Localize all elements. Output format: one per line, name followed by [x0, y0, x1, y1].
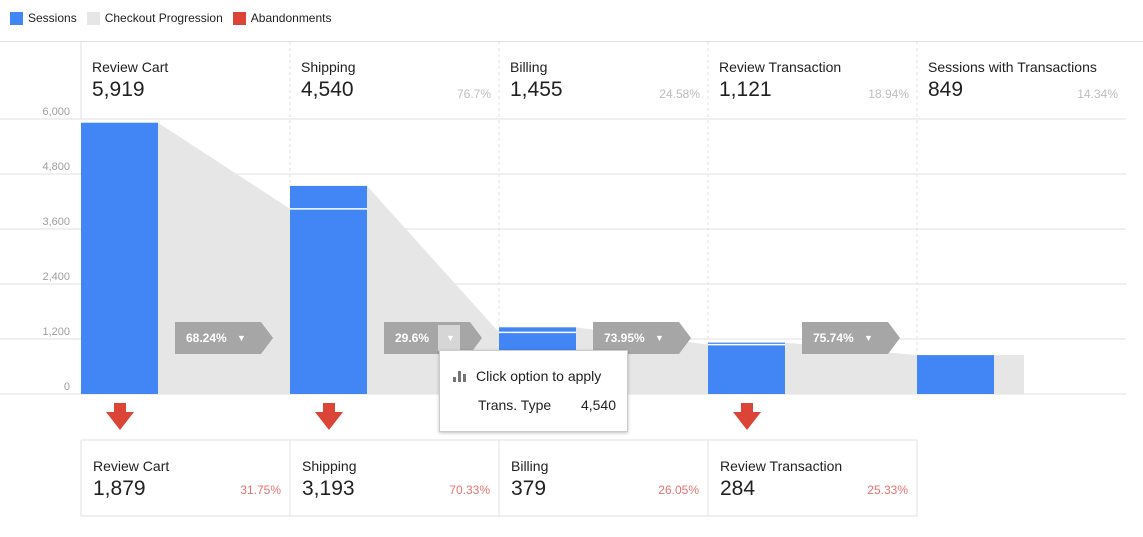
y-tick-label: 3,600: [42, 216, 70, 228]
stage-value: 4,540: [301, 78, 354, 101]
legend-swatch-sessions: [10, 11, 23, 25]
abandonment-value: 3,193: [302, 477, 355, 500]
legend-item-sessions[interactable]: Sessions: [10, 11, 77, 25]
abandonment-label: Review Transaction: [720, 458, 843, 474]
tooltip-option-key[interactable]: Trans. Type: [478, 397, 552, 413]
progression-rate: 75.74%: [813, 331, 854, 345]
progression-area: [785, 342, 917, 394]
abandonment-billing: Billing 379 26.05%: [511, 457, 699, 502]
abandonment-label: Billing: [511, 458, 549, 474]
dropdown-caret-icon[interactable]: ▼: [655, 333, 664, 343]
abandonment-arrow-icon: [106, 403, 134, 430]
sessions-bar: [708, 342, 785, 394]
y-tick-label: 1,200: [42, 326, 70, 338]
abandonment-pct: 70.33%: [449, 483, 490, 497]
stage-pct: 76.7%: [456, 87, 491, 101]
stage-sessions-with-transactions: Sessions with Transactions 849 14.34%: [928, 58, 1128, 103]
dropdown-caret-icon[interactable]: ▼: [446, 333, 455, 343]
stage-label: Review Transaction: [719, 59, 842, 75]
sessions-bar: [917, 355, 994, 394]
legend-swatch-abandonments: [232, 11, 246, 25]
progression-rate: 29.6%: [395, 331, 430, 345]
legend-item-abandonments[interactable]: Abandonments: [232, 11, 332, 25]
y-tick-label: 4,800: [42, 161, 70, 173]
y-tick-label: 0: [63, 381, 70, 393]
abandonment-review-cart: Review Cart 1,879 31.75%: [93, 457, 281, 502]
progression-area: [994, 355, 1024, 394]
abandonment-value: 1,879: [93, 477, 146, 500]
bar-chart-icon: [453, 370, 466, 382]
stage-shipping: Shipping 4,540 76.7%: [301, 58, 501, 103]
abandonment-pct: 31.75%: [240, 483, 281, 497]
legend-item-checkout-progression[interactable]: Checkout Progression: [86, 11, 223, 25]
abandonment-pct: 25.33%: [867, 483, 908, 497]
tooltip: Click option to apply Trans. Type 4,540: [439, 350, 628, 432]
stage-label: Sessions with Transactions: [928, 59, 1097, 75]
tooltip-option-value: 4,540: [580, 397, 616, 413]
sessions-bar: [290, 185, 367, 394]
dropdown-caret-icon[interactable]: ▼: [237, 333, 246, 343]
abandonment-label: Shipping: [302, 458, 357, 474]
progression-arrow: [175, 322, 273, 354]
legend-label-abandonments: Abandonments: [250, 11, 332, 25]
stage-value: 849: [928, 78, 964, 101]
progression-arrow: [802, 322, 900, 354]
stage-review-cart: Review Cart 5,919: [92, 58, 292, 103]
dropdown-caret-icon[interactable]: ▼: [864, 333, 873, 343]
abandonment-arrow-icon: [315, 403, 343, 430]
tooltip-header[interactable]: Click option to apply: [453, 368, 601, 384]
stage-label: Shipping: [301, 59, 356, 75]
stage-pct: 24.58%: [659, 87, 700, 101]
progression-rate: 68.24%: [186, 331, 227, 345]
stage-value: 1,455: [510, 78, 563, 101]
stage-value: 5,919: [92, 78, 145, 101]
progression-arrow: [593, 322, 691, 354]
stage-label: Billing: [510, 59, 548, 75]
stage-value: 1,121: [719, 78, 772, 101]
legend-swatch-checkout-progression: [86, 11, 100, 25]
y-tick-label: 2,400: [42, 271, 70, 283]
progression-dropdown-button[interactable]: [438, 325, 460, 351]
stage-review-transaction: Review Transaction 1,121 18.94%: [719, 58, 919, 103]
stage-pct: 14.34%: [1077, 87, 1118, 101]
y-tick-label: 6,000: [42, 106, 70, 118]
abandonment-pct: 26.05%: [658, 483, 699, 497]
progression-rate: 73.95%: [604, 331, 645, 345]
stage-label: Review Cart: [92, 59, 169, 75]
abandonment-value: 284: [720, 477, 756, 500]
abandonment-review-transaction: Review Transaction 284 25.33%: [720, 457, 908, 502]
legend-label-checkout-progression: Checkout Progression: [104, 11, 223, 25]
legend-label-sessions: Sessions: [28, 11, 77, 25]
abandonment-shipping: Shipping 3,193 70.33%: [302, 457, 490, 502]
abandonment-arrow-icon: [733, 403, 761, 430]
sessions-bar: [81, 122, 158, 395]
tooltip-title: Click option to apply: [476, 368, 602, 384]
legend-divider: [0, 41, 1143, 42]
abandonment-label: Review Cart: [93, 458, 170, 474]
stage-billing: Billing 1,455 24.58%: [510, 58, 710, 103]
legend: Sessions Checkout Progression Abandonmen…: [10, 10, 342, 26]
abandonment-value: 379: [511, 477, 547, 500]
stage-pct: 18.94%: [868, 87, 909, 101]
